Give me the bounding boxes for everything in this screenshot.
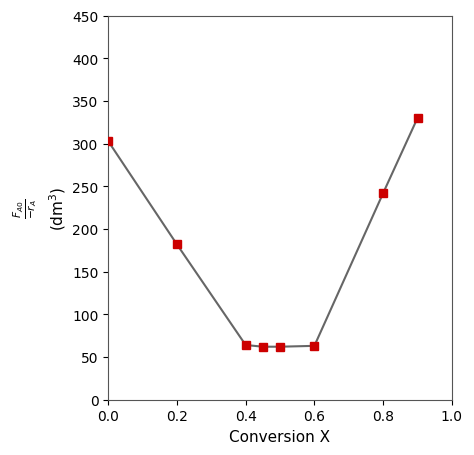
Y-axis label: $\frac{F_{A0}}{-r_A}$
(dm$^3$): $\frac{F_{A0}}{-r_A}$ (dm$^3$) (11, 186, 68, 230)
X-axis label: Conversion X: Conversion X (229, 429, 330, 444)
